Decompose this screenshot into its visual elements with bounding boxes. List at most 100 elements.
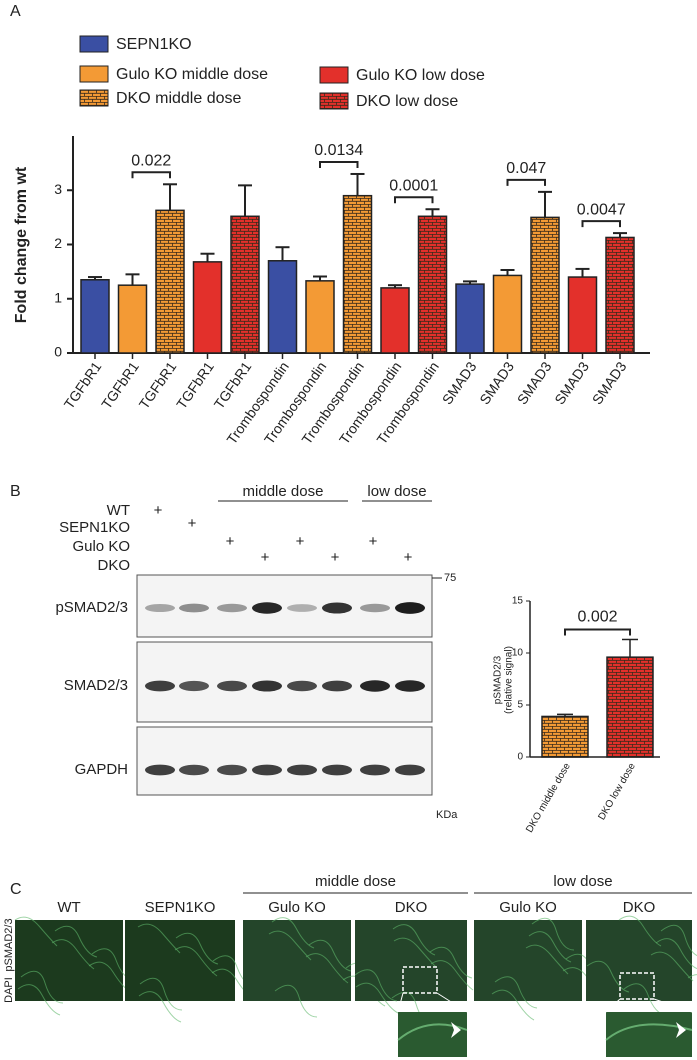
micrograph xyxy=(15,920,123,1001)
group-label: low dose xyxy=(367,483,426,500)
band xyxy=(252,764,282,776)
y-tick-label: 10 xyxy=(512,648,524,659)
x-tick-label: SMAD3 xyxy=(514,358,555,407)
condition-mark: + xyxy=(369,533,378,550)
fiber-outline xyxy=(494,976,538,1009)
x-tick-label: DKO low dose xyxy=(596,761,638,822)
legend-label: SEPN1KO xyxy=(116,36,192,53)
x-tick-label: TGFbR1 xyxy=(61,359,105,412)
bar xyxy=(492,274,523,354)
arrowhead xyxy=(676,1022,686,1038)
y-axis-label: (relative signal) xyxy=(504,646,515,714)
significance-bracket xyxy=(131,171,171,179)
fiber-outline xyxy=(392,924,436,956)
fiber-outline xyxy=(139,977,183,1011)
bar xyxy=(342,194,373,354)
x-tick-label: SMAD3 xyxy=(439,358,480,407)
band xyxy=(287,764,317,776)
condition-mark: + xyxy=(154,502,163,519)
band xyxy=(322,680,352,692)
fiber-outline xyxy=(586,960,630,993)
bar xyxy=(605,236,635,354)
bar xyxy=(530,216,560,354)
p-value: 0.0134 xyxy=(314,142,363,159)
band xyxy=(395,602,425,614)
p-value: 0.002 xyxy=(577,609,617,626)
bar xyxy=(606,656,654,758)
fiber-outline xyxy=(20,970,64,1004)
x-tick-label: SMAD3 xyxy=(589,358,630,407)
fiber-outline xyxy=(655,938,697,970)
legend-label: DKO low dose xyxy=(356,93,458,110)
fiber-outline xyxy=(528,931,572,963)
y-tick-label: 0 xyxy=(517,752,523,763)
fiber-outline xyxy=(274,984,318,1018)
column-label: DKO xyxy=(395,899,428,916)
group-label: low dose xyxy=(553,873,612,890)
zoom-fiber xyxy=(397,1023,468,1041)
fiber-outline xyxy=(308,939,352,972)
stain-label: pSMAD2/3 xyxy=(3,918,15,971)
bar xyxy=(155,209,185,354)
bar xyxy=(380,287,410,354)
legend-label: Gulo KO middle dose xyxy=(116,66,268,83)
fiber-outline xyxy=(355,982,399,1014)
significance-bracket xyxy=(564,628,631,636)
x-tick-label: SMAD3 xyxy=(551,358,592,407)
fiber-outline xyxy=(54,925,98,958)
panel-letter: A xyxy=(10,3,21,20)
p-value: 0.022 xyxy=(131,153,171,170)
band-label: SMAD2/3 xyxy=(64,677,128,694)
band xyxy=(145,603,175,613)
y-axis-label: Fold change from wt xyxy=(13,166,30,323)
condition-mark: + xyxy=(261,549,270,566)
bar xyxy=(80,279,110,354)
condition-label: Gulo KO xyxy=(72,538,130,555)
fiber-outline xyxy=(354,969,398,1002)
band xyxy=(287,604,317,612)
legend-swatch xyxy=(319,66,349,84)
legend-label: DKO middle dose xyxy=(116,90,241,107)
condition-mark: + xyxy=(404,549,413,566)
p-value: 0.0047 xyxy=(577,201,626,218)
legend-swatch xyxy=(79,35,109,53)
band xyxy=(360,764,390,776)
bar xyxy=(541,715,589,758)
band xyxy=(179,764,209,776)
blot-frame xyxy=(136,641,433,723)
fiber-outline xyxy=(429,946,473,979)
band xyxy=(179,603,209,613)
y-tick-label: 3 xyxy=(54,181,62,197)
micrograph xyxy=(586,920,692,1001)
significance-bracket xyxy=(319,160,359,168)
legend-swatch xyxy=(79,65,109,83)
column-label: WT xyxy=(57,899,80,916)
p-value: 0.047 xyxy=(506,160,546,177)
fiber-outline xyxy=(175,932,219,965)
fiber-outline xyxy=(271,917,315,949)
y-axis-label: pSMAD2/3 xyxy=(493,655,504,704)
band xyxy=(360,680,390,692)
arrowhead xyxy=(451,1022,461,1038)
zoom-lines xyxy=(397,992,468,1013)
band xyxy=(252,680,282,692)
group-label: middle dose xyxy=(243,483,324,500)
fiber-outline xyxy=(531,917,575,951)
x-tick-label: SMAD3 xyxy=(476,358,517,407)
micrograph xyxy=(125,920,235,1001)
stain-label: DAPI xyxy=(3,977,15,1003)
band-label: GAPDH xyxy=(75,761,128,778)
condition-label: SEPN1KO xyxy=(59,519,130,536)
bar xyxy=(567,276,598,354)
p-value: 0.0001 xyxy=(389,177,438,194)
legend-swatch xyxy=(319,92,349,110)
legend-label: Gulo KO low dose xyxy=(356,67,485,84)
x-tick-label: TGFbR1 xyxy=(98,359,142,412)
condition-label: WT xyxy=(107,502,130,519)
band xyxy=(395,680,425,692)
condition-mark: + xyxy=(226,533,235,550)
column-label: Gulo KO xyxy=(499,899,557,916)
band xyxy=(322,764,352,776)
y-tick-label: 1 xyxy=(54,289,62,305)
